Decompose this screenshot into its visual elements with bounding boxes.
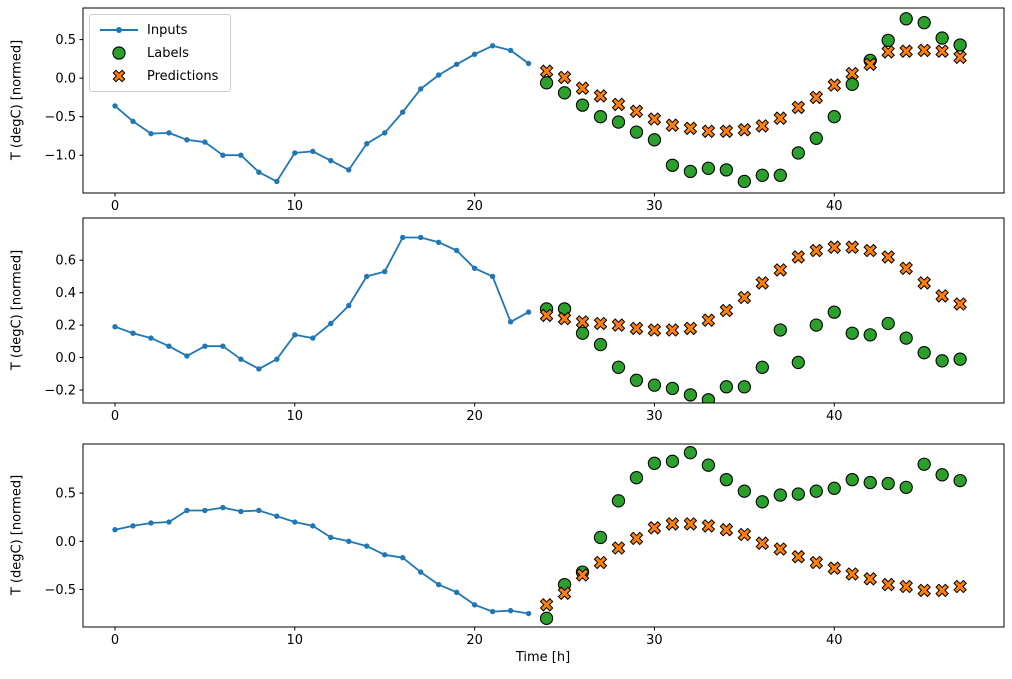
- legend-item-labels: Labels: [97, 43, 218, 63]
- svg-text:40: 40: [826, 199, 843, 214]
- svg-text:0: 0: [111, 199, 119, 214]
- svg-text:20: 20: [466, 409, 483, 424]
- svg-text:0: 0: [111, 409, 119, 424]
- subplot-2: 0 10 20 30 40 0.6 0.4 0.2 0.0 −0.2: [44, 217, 1005, 424]
- subplot-3-labels-markers: [539, 446, 967, 625]
- svg-text:−0.2: −0.2: [44, 384, 76, 399]
- subplot-2-predictions-markers: [539, 240, 967, 337]
- svg-text:20: 20: [466, 199, 483, 214]
- subplot-2-labels-markers: [539, 302, 967, 403]
- svg-text:−1.0: −1.0: [44, 149, 76, 164]
- labels-circle-icon: [97, 45, 141, 61]
- subplot-2-inputs-line: [112, 234, 532, 372]
- x-axis-label: Time [h]: [515, 650, 571, 665]
- legend-label-predictions: Predictions: [147, 68, 219, 84]
- subplot-2-spines: [82, 217, 1005, 404]
- svg-text:0.2: 0.2: [55, 319, 76, 334]
- svg-text:0.6: 0.6: [55, 254, 76, 269]
- svg-text:30: 30: [646, 633, 663, 648]
- svg-text:40: 40: [826, 409, 843, 424]
- y-axis-label-subplot-2: T (degC) [normed]: [9, 249, 25, 371]
- legend-item-predictions: Predictions: [97, 66, 218, 86]
- svg-text:0.0: 0.0: [55, 535, 76, 550]
- legend-label-labels: Labels: [147, 45, 189, 61]
- svg-text:0: 0: [111, 633, 119, 648]
- y-axis-label-subplot-3: T (degC) [normed]: [9, 474, 25, 596]
- svg-text:0.0: 0.0: [55, 72, 76, 87]
- svg-text:0.5: 0.5: [55, 33, 76, 48]
- legend-item-inputs: Inputs: [97, 20, 218, 40]
- svg-text:0.5: 0.5: [55, 487, 76, 502]
- subplot-1-predictions-markers: [539, 43, 967, 139]
- legend-label-inputs: Inputs: [147, 22, 188, 38]
- subplot-2-tick-labels: 0 10 20 30 40 0.6 0.4 0.2 0.0 −0.2: [44, 254, 842, 424]
- subplot-3-ticks: [79, 492, 835, 631]
- svg-text:−0.5: −0.5: [44, 583, 76, 598]
- svg-text:10: 10: [287, 409, 304, 424]
- svg-text:30: 30: [646, 409, 663, 424]
- svg-text:20: 20: [466, 633, 483, 648]
- svg-text:10: 10: [287, 199, 304, 214]
- svg-text:0.0: 0.0: [55, 351, 76, 366]
- predictions-x-icon: [97, 68, 141, 84]
- svg-text:−0.5: −0.5: [44, 110, 76, 125]
- subplot-3-predictions-markers: [539, 517, 967, 612]
- subplot-2-ticks: [79, 259, 835, 407]
- svg-text:40: 40: [826, 633, 843, 648]
- y-axis-label-subplot-1: T (degC) [normed]: [9, 39, 25, 161]
- subplot-1-ticks: [79, 39, 835, 197]
- subplot-3-spines: [82, 443, 1005, 628]
- svg-text:0.4: 0.4: [55, 286, 76, 301]
- subplot-3-tick-labels: 0 10 20 30 40 0.5 0.0 −0.5: [44, 487, 842, 648]
- subplot-1: 0 10 20 30 40 0.5 0.0 −0.5 −1.0: [44, 7, 1005, 214]
- legend: Inputs Labels Predictions: [89, 14, 232, 92]
- subplot-1-spines: [82, 7, 1005, 194]
- svg-text:10: 10: [287, 633, 304, 648]
- inputs-line-dot-icon: [97, 22, 141, 38]
- svg-text:30: 30: [646, 199, 663, 214]
- subplot-3: 0 10 20 30 40 0.5 0.0 −0.5: [44, 443, 1005, 648]
- subplot-1-inputs-line: [112, 43, 532, 185]
- subplot-1-tick-labels: 0 10 20 30 40 0.5 0.0 −0.5 −1.0: [44, 33, 842, 214]
- subplot-3-inputs-line: [112, 504, 532, 617]
